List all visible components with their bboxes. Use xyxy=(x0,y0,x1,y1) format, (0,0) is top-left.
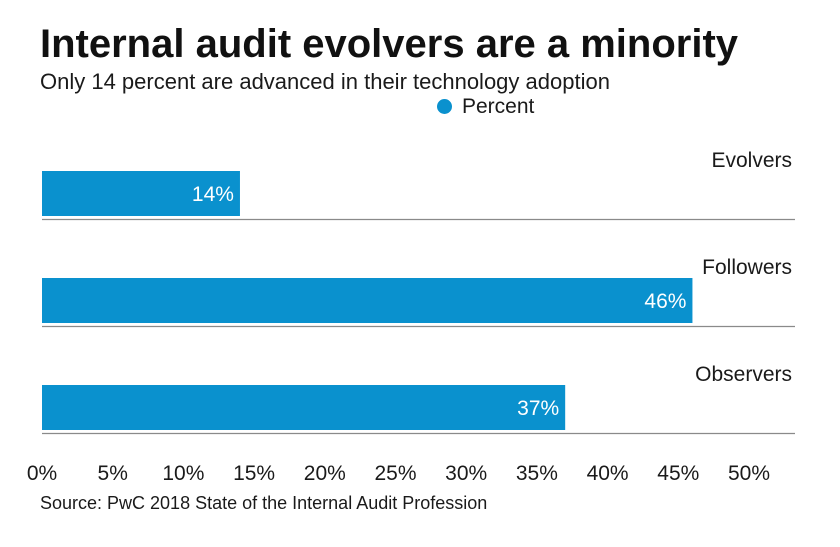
x-tick-label: 45% xyxy=(657,462,699,485)
category-label-followers: Followers xyxy=(702,256,792,279)
bar-observers xyxy=(42,385,566,430)
data-label-followers: 46% xyxy=(644,290,686,313)
chart-title: Internal audit evolvers are a minority xyxy=(40,22,739,66)
data-label-evolvers: 14% xyxy=(192,183,234,206)
source-note: Source: PwC 2018 State of the Internal A… xyxy=(40,493,488,513)
x-tick-label: 40% xyxy=(587,462,629,485)
x-tick-label: 20% xyxy=(304,462,346,485)
x-tick-label: 0% xyxy=(27,462,57,485)
category-label-evolvers: Evolvers xyxy=(711,149,792,172)
data-label-observers: 37% xyxy=(517,397,559,420)
x-tick-label: 50% xyxy=(728,462,770,485)
x-tick-label: 10% xyxy=(162,462,204,485)
bar-evolvers xyxy=(42,171,240,216)
chart-subtitle: Only 14 percent are advanced in their te… xyxy=(40,69,610,94)
x-tick-label: 35% xyxy=(516,462,558,485)
category-label-observers: Observers xyxy=(695,363,792,386)
legend-label: Percent xyxy=(462,95,535,118)
circle-icon xyxy=(437,99,452,114)
x-tick-label: 15% xyxy=(233,462,275,485)
x-tick-label: 30% xyxy=(445,462,487,485)
legend: Percent xyxy=(437,96,534,117)
x-tick-label: 25% xyxy=(374,462,416,485)
x-tick-label: 5% xyxy=(98,462,128,485)
bar-followers xyxy=(42,278,693,323)
